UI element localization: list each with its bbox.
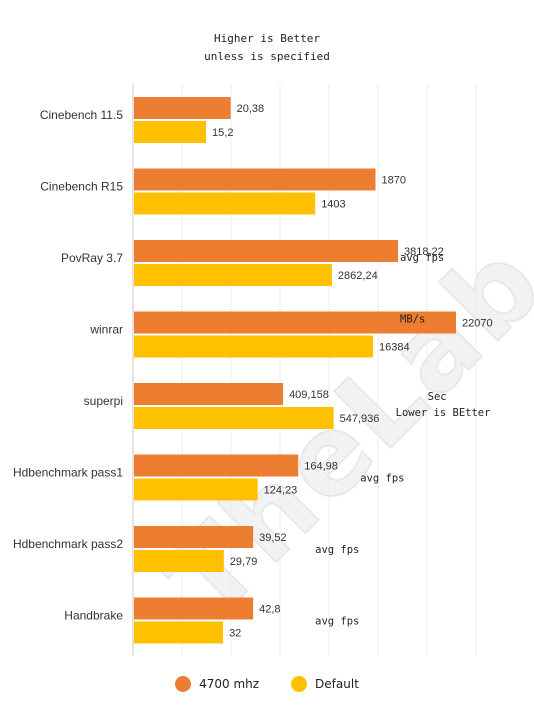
data-label: 3818,22 — [404, 246, 444, 258]
data-label: 22070 — [462, 318, 493, 330]
bar-default — [134, 621, 224, 644]
category-label: Hdbenchmark pass1 — [13, 466, 123, 480]
bar-4700mhz — [134, 383, 284, 405]
category-label: PovRay 3.7 — [61, 251, 123, 265]
bar-default — [134, 264, 332, 286]
category-label: Cinebench R15 — [40, 180, 123, 194]
unit-note: avg fps — [400, 252, 444, 264]
data-label: 16384 — [379, 342, 410, 354]
legend: 4700 mhz Default — [0, 676, 534, 692]
legend-item-4700mhz: 4700 mhz — [175, 676, 259, 692]
legend-swatch-default — [291, 676, 308, 692]
unit-note: avg fps — [315, 544, 359, 556]
unit-note: MB/s — [400, 314, 425, 326]
category-label: Cinebench 11.5 — [40, 108, 124, 122]
bar-4700mhz — [134, 240, 399, 262]
category-label: Hdbenchmark pass2 — [13, 537, 123, 551]
unit-note: avg fps — [360, 473, 404, 485]
bar-default — [134, 478, 258, 501]
chart-title-line-2: unless is specified — [204, 50, 330, 63]
bar-default — [134, 335, 374, 358]
bar-4700mhz — [134, 168, 376, 191]
data-label: 409,158 — [289, 389, 329, 401]
data-label: 20,38 — [237, 103, 265, 115]
bar-4700mhz — [134, 311, 456, 334]
data-label: 124,23 — [264, 485, 298, 497]
unit-note: Lower is BEtter — [396, 407, 491, 419]
bar-default — [134, 550, 224, 572]
data-label: 39,52 — [259, 532, 287, 544]
data-label: 15,2 — [212, 127, 233, 139]
chart-title-line-1: Higher is Better — [214, 32, 320, 45]
bar-4700mhz — [134, 97, 231, 119]
bar-default — [134, 121, 207, 143]
bar-default — [134, 192, 316, 215]
category-label: superpi — [84, 394, 123, 408]
data-label: 32 — [229, 628, 241, 640]
unit-note: Sec — [428, 391, 447, 403]
legend-item-default: Default — [291, 676, 359, 692]
category-label: Handbrake — [64, 609, 123, 623]
data-label: 2862,24 — [338, 270, 378, 282]
unit-note: avg fps — [315, 616, 359, 628]
category-label: winrar — [89, 323, 123, 337]
legend-label-default: Default — [315, 677, 359, 691]
data-label: 1870 — [382, 175, 406, 187]
bar-4700mhz — [134, 454, 299, 477]
data-label: 29,79 — [230, 556, 258, 568]
data-label: 1403 — [321, 199, 345, 211]
data-label: 42,8 — [259, 604, 280, 616]
bar-default — [134, 407, 334, 429]
bar-4700mhz — [134, 597, 254, 620]
data-label: 547,936 — [340, 413, 380, 425]
legend-swatch-4700mhz — [175, 676, 192, 692]
data-label: 164,98 — [304, 461, 338, 473]
legend-label-4700mhz: 4700 mhz — [199, 677, 260, 691]
bar-chart: Cinebench 11.5 20,38 15,2 Cinebench R15 1870… — [13, 84, 493, 656]
bar-4700mhz — [134, 526, 254, 548]
